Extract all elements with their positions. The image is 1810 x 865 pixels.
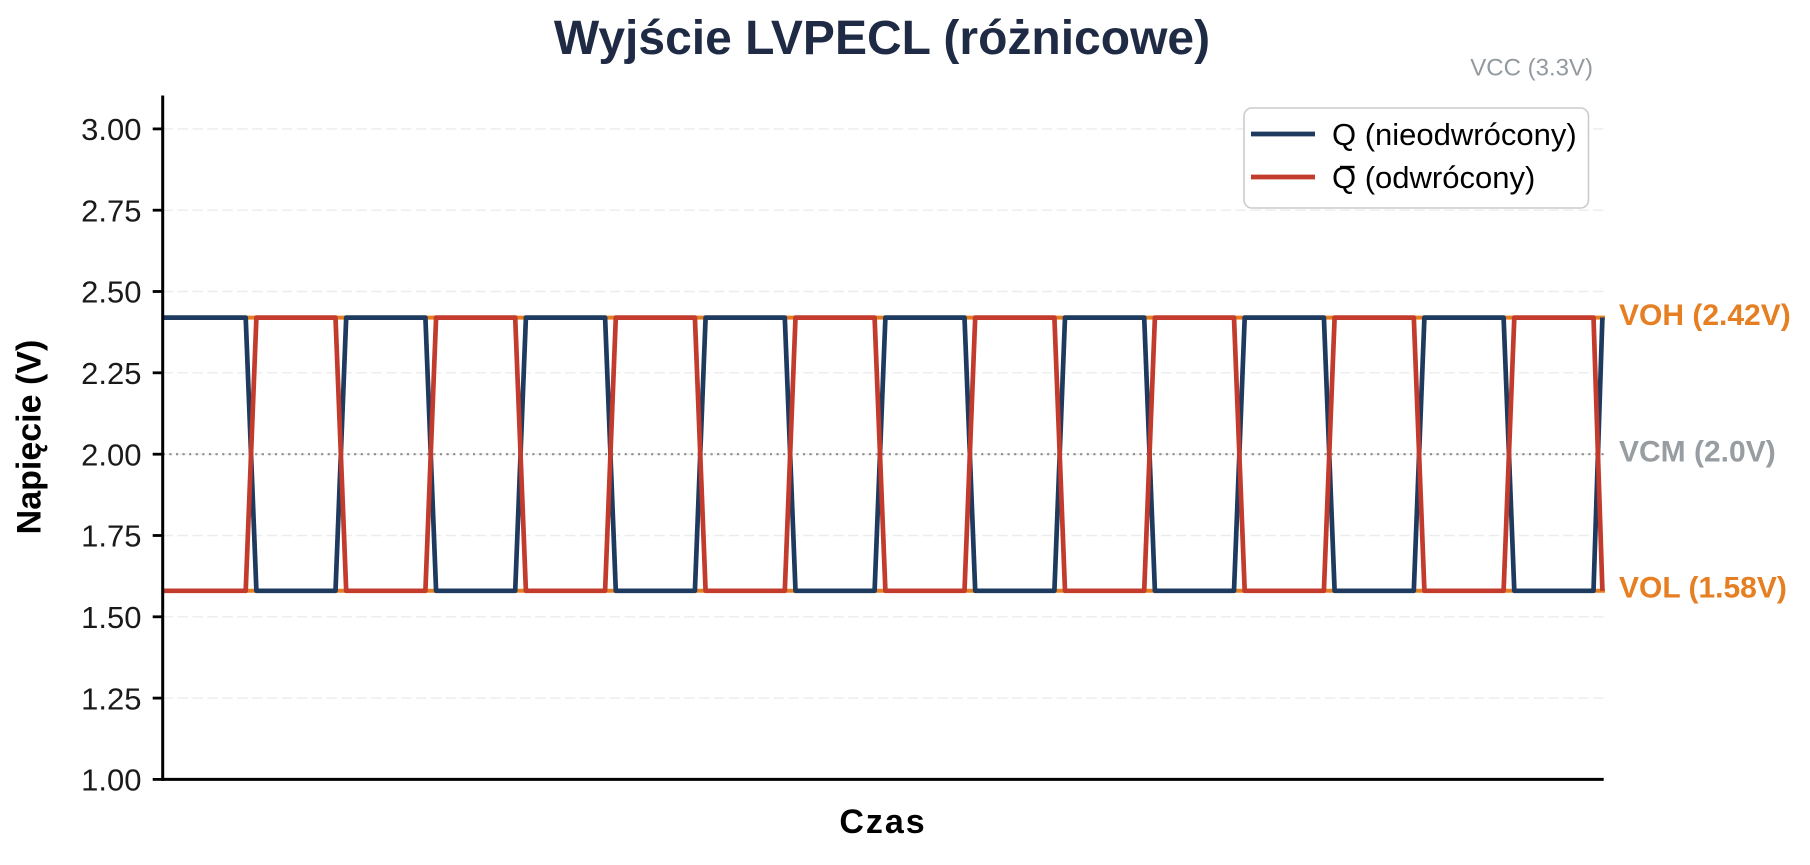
svg-text:Czas: Czas [839, 803, 926, 841]
svg-text:2.00: 2.00 [81, 437, 141, 472]
svg-text:2.25: 2.25 [81, 356, 141, 391]
svg-text:1.00: 1.00 [81, 763, 141, 798]
svg-text:VOH (2.42V): VOH (2.42V) [1619, 299, 1791, 332]
svg-text:VCM (2.0V): VCM (2.0V) [1619, 436, 1776, 469]
svg-text:Q (odwrócony): Q (odwrócony) [1332, 160, 1535, 195]
svg-text:VOL (1.58V): VOL (1.58V) [1619, 571, 1787, 604]
svg-text:2.75: 2.75 [81, 193, 141, 228]
svg-text:1.50: 1.50 [81, 600, 141, 635]
svg-text:1.25: 1.25 [81, 681, 141, 716]
svg-text:Q (nieodwrócony): Q (nieodwrócony) [1332, 117, 1577, 152]
svg-text:Napięcie (V): Napięcie (V) [11, 340, 49, 535]
svg-text:1.75: 1.75 [81, 519, 141, 554]
svg-text:2.50: 2.50 [81, 275, 141, 310]
svg-text:3.00: 3.00 [81, 112, 141, 147]
svg-text:VCC (3.3V): VCC (3.3V) [1470, 55, 1593, 82]
svg-text:Wyjście LVPECL (różnicowe): Wyjście LVPECL (różnicowe) [554, 12, 1210, 65]
